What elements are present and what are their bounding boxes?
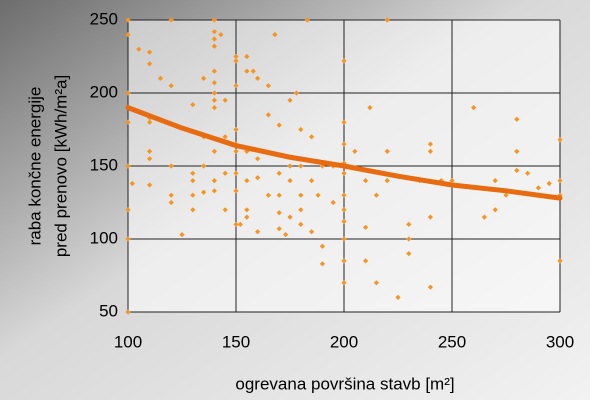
x-axis-label: ogrevana površina stavb [m²] bbox=[235, 374, 454, 393]
x-tick-label: 200 bbox=[330, 332, 358, 351]
y-tick-label: 200 bbox=[90, 82, 118, 101]
chart: ogrevana površina stavb [m²] raba končne… bbox=[0, 0, 590, 400]
y-tick-label: 50 bbox=[99, 301, 118, 320]
x-tick-label: 100 bbox=[114, 332, 142, 351]
x-tick-label: 150 bbox=[222, 332, 250, 351]
y-tick-label: 250 bbox=[90, 9, 118, 28]
x-tick-label: 250 bbox=[438, 332, 466, 351]
y-tick-label: 100 bbox=[90, 228, 118, 247]
y-tick-label: 150 bbox=[90, 155, 118, 174]
x-tick-label: 300 bbox=[546, 332, 574, 351]
y-axis-label-line: raba končne energije bbox=[25, 87, 44, 246]
y-axis-label-line: pred prenovo [kWh/m²a] bbox=[51, 75, 70, 257]
